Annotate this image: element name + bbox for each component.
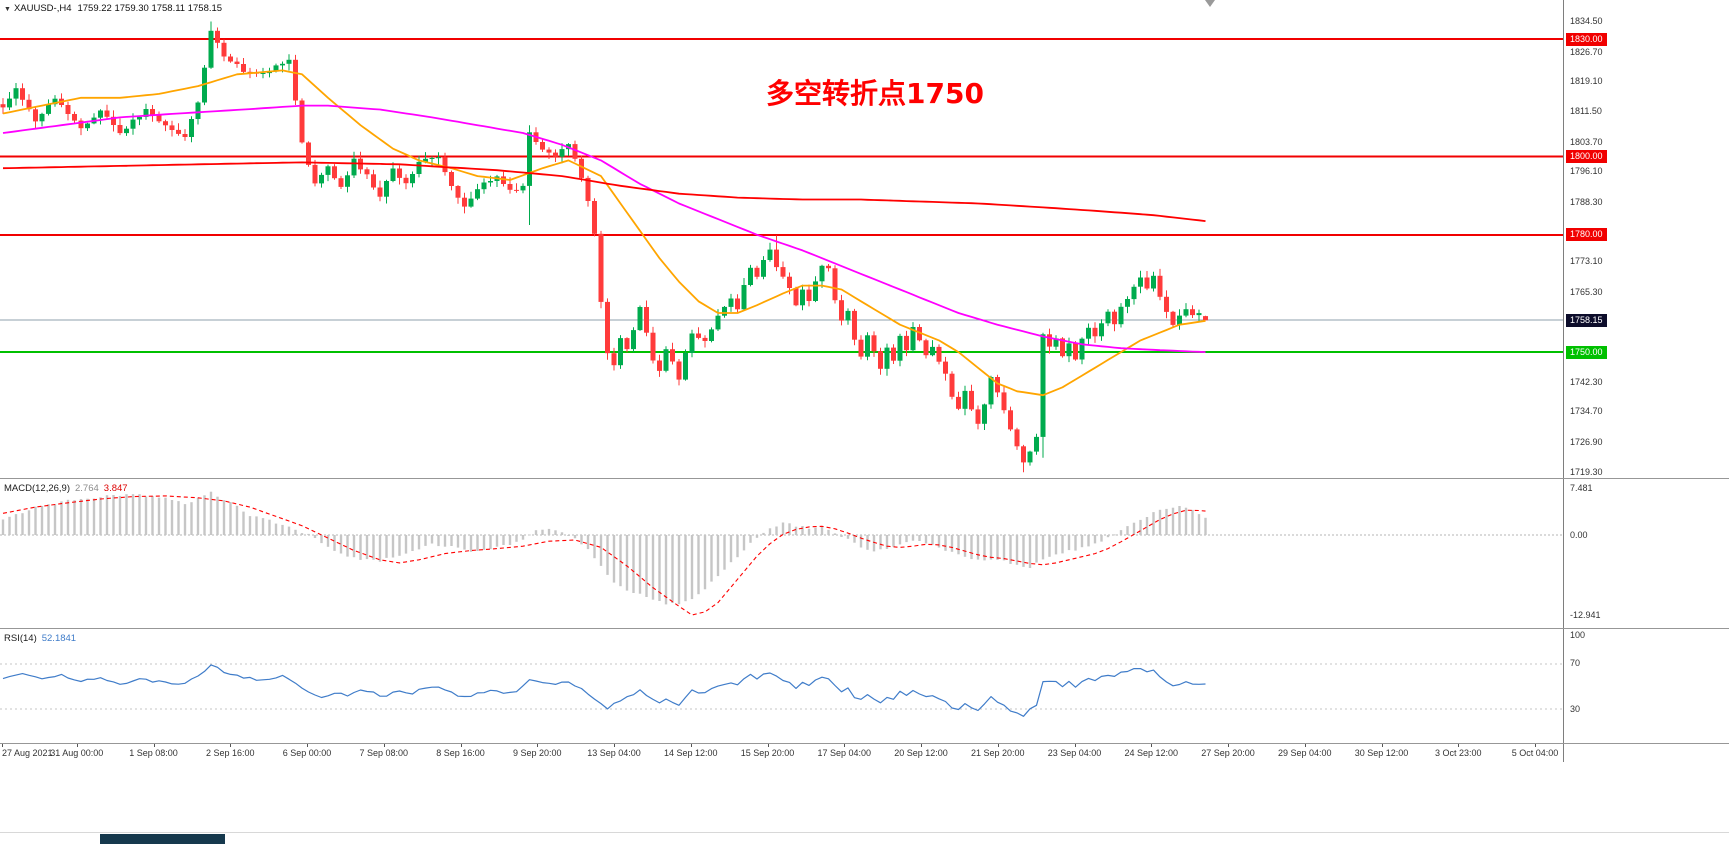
time-label: 5 Oct 04:00 [1511, 748, 1559, 758]
time-label: 3 Oct 23:00 [1434, 748, 1482, 758]
time-tick [2, 744, 3, 747]
price-label: 1765.30 [1570, 286, 1603, 297]
ohlc-values: 1759.22 1759.30 1758.11 1758.15 [77, 3, 223, 14]
time-tick [460, 744, 462, 747]
time-label: 13 Sep 04:00 [587, 748, 641, 758]
time-tick [76, 744, 78, 747]
rsi-indicator-label: RSI(14) 52.1841 [4, 633, 76, 644]
time-label: 17 Sep 04:00 [817, 748, 872, 758]
price-level-badge: 1750.00 [1566, 345, 1607, 359]
symbol-period-label: XAUUSD-,H4 [13, 3, 72, 14]
time-tick [1074, 744, 1076, 747]
price-label: 1826.70 [1570, 46, 1603, 57]
time-tick [230, 744, 232, 747]
price-label: 1834.50 [1570, 16, 1603, 27]
time-label: 2 Sep 16:00 [205, 748, 255, 758]
macd-main-value: 2.764 [75, 483, 99, 494]
time-label: 14 Sep 12:00 [663, 748, 718, 758]
time-axis[interactable]: 27 Aug 2021 31 Aug 00:00 1 Sep 08:00 2 Sep … [0, 744, 1729, 762]
time-tick [153, 744, 155, 747]
time-tick [383, 744, 385, 747]
time-label: 29 Sep 04:00 [1277, 748, 1332, 758]
price-label: 1788.30 [1570, 196, 1603, 207]
price-label: 1819.10 [1570, 76, 1603, 87]
rsi-scale-label: 100 [1570, 630, 1586, 640]
time-tick [614, 744, 615, 747]
scrollbar-thumb[interactable] [100, 834, 225, 844]
dropdown-triangle-icon: ▼ [4, 6, 11, 13]
time-label: 21 Sep 20:00 [970, 748, 1025, 758]
macd-indicator-label: MACD(12,26,9) 2.764 3.847 [4, 483, 128, 494]
macd-scale-label: 0.00 [1570, 529, 1588, 540]
macd-name: MACD(12,26,9) [4, 483, 70, 494]
rsi-scale-label: 70 [1570, 658, 1581, 669]
time-label: 15 Sep 20:00 [740, 748, 795, 758]
macd-signal-value: 3.847 [103, 483, 128, 494]
price-level-badge: 1800.00 [1566, 150, 1607, 163]
time-label: 1 Sep 08:00 [129, 748, 178, 758]
time-label: 20 Sep 12:00 [894, 748, 948, 758]
pane-separator[interactable] [0, 478, 1729, 479]
time-tick [1381, 744, 1383, 747]
symbol-overlay: ▼ XAUUSD-,H4 1759.22 1759.30 1758.11 1758.… [4, 3, 222, 14]
time-tick [921, 744, 922, 747]
time-tick [307, 744, 308, 747]
macd-scale-label: -12.941 [1570, 609, 1601, 620]
time-label: 8 Sep 16:00 [436, 748, 485, 758]
rsi-value: 52.1841 [41, 633, 77, 644]
time-tick [1228, 744, 1229, 747]
time-tick [1535, 744, 1536, 747]
price-label: 1803.70 [1570, 136, 1603, 147]
time-tick [767, 744, 769, 747]
price-label: 1811.50 [1570, 106, 1602, 116]
price-label: 1796.10 [1570, 166, 1603, 177]
macd-chart[interactable] [0, 480, 1563, 628]
time-label: 31 Aug 00:00 [50, 748, 104, 758]
time-label: 7 Sep 08:00 [359, 748, 409, 758]
pane-separator[interactable] [0, 628, 1729, 629]
time-label: 30 Sep 12:00 [1354, 748, 1409, 758]
time-tick [844, 744, 846, 747]
price-level-badge: 1830.00 [1566, 32, 1607, 46]
pane-separator[interactable] [0, 743, 1729, 744]
macd-pane[interactable]: MACD(12,26,9) 2.764 3.847 [0, 480, 1563, 628]
price-label: 1726.90 [1570, 437, 1603, 447]
candlestick-chart[interactable] [0, 0, 1563, 478]
annotation-text: 多空转折点1750 [766, 77, 984, 110]
rsi-pane[interactable]: RSI(14) 52.1841 [0, 630, 1563, 743]
price-level-badge: 1780.00 [1566, 228, 1607, 242]
rsi-name: RSI(14) [4, 633, 37, 644]
rsi-scale-label: 30 [1570, 703, 1581, 714]
rsi-chart[interactable] [0, 630, 1563, 743]
time-label: 27 Sep 20:00 [1201, 748, 1255, 758]
price-level-badge: 1758.15 [1566, 313, 1607, 327]
price-label: 1719.30 [1570, 466, 1603, 477]
time-label: 23 Sep 04:00 [1047, 748, 1102, 758]
time-label: 6 Sep 00:00 [282, 748, 332, 758]
time-tick [1304, 744, 1306, 747]
price-label: 1734.70 [1570, 406, 1603, 417]
time-tick [1458, 744, 1460, 747]
macd-scale-label: 7.481 [1570, 483, 1593, 494]
time-label: 27 Aug 2021 [2, 748, 53, 758]
time-tick [537, 744, 539, 747]
price-axis[interactable]: 1834.50 1826.70 1819.10 1811.50 1803.70 1796.… [1563, 0, 1729, 762]
horizontal-scrollbar[interactable] [0, 832, 1729, 844]
time-tick [690, 744, 692, 747]
time-tick [997, 744, 999, 747]
main-price-pane[interactable]: ▼ XAUUSD-,H4 1759.22 1759.30 1758.11 1758.… [0, 0, 1563, 478]
time-label: 24 Sep 12:00 [1124, 748, 1179, 758]
time-label: 9 Sep 20:00 [512, 748, 562, 758]
time-tick [1151, 744, 1153, 747]
price-label: 1773.10 [1570, 256, 1603, 267]
price-label: 1742.30 [1570, 376, 1603, 387]
